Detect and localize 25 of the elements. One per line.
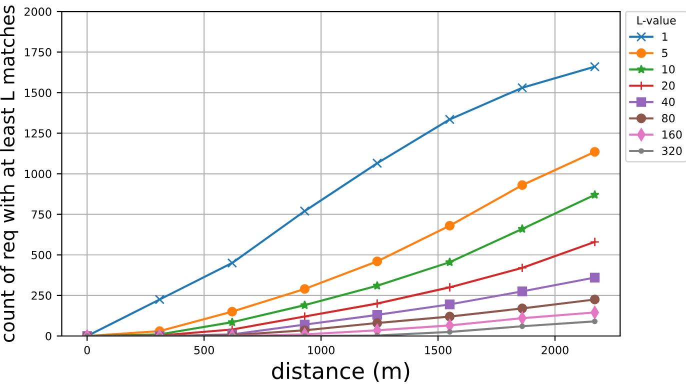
y-tick-label: 1500	[24, 88, 52, 98]
y-tick-label: 0	[46, 332, 52, 340]
y-tick-label: 1000	[24, 170, 52, 178]
y-axis-title: count of req with at least L matches	[0, 5, 18, 342]
x-tick-label: 0	[84, 346, 90, 354]
legend-label: 5	[662, 48, 668, 58]
legend-label: 40	[662, 98, 675, 106]
x-tick-label: 500	[194, 346, 214, 354]
y-tick-label: 1250	[24, 129, 52, 138]
y-tick-label: 500	[32, 250, 52, 260]
x-axis-title: distance (m)	[272, 362, 410, 382]
x-tick-label: 1000	[308, 346, 334, 354]
legend-label: 80	[662, 114, 675, 122]
y-tick-label: 250	[32, 291, 52, 300]
y-tick-label: 2000	[24, 7, 52, 16]
legend-label: 320	[662, 146, 682, 156]
legend-label: 10	[662, 65, 675, 74]
legend-title: L-value	[637, 16, 676, 25]
y-tick-label: 1750	[24, 48, 52, 56]
x-tick-label: 2000	[542, 346, 568, 354]
legend-label: 20	[662, 81, 675, 90]
legend-label: 1	[662, 32, 668, 41]
legend-label: 160	[662, 130, 682, 139]
y-tick-label: 750	[32, 210, 52, 219]
x-tick-label: 1500	[425, 346, 452, 354]
